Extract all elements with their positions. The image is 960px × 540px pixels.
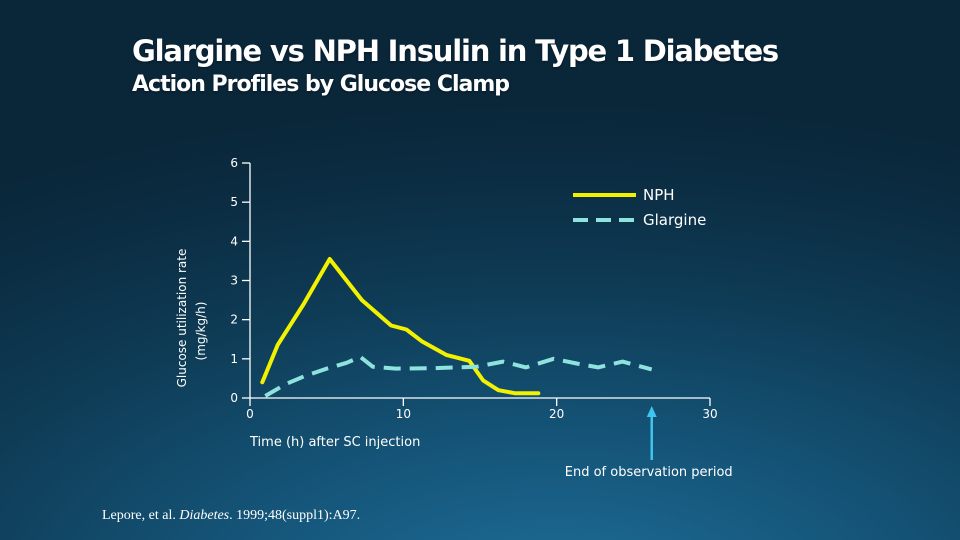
chart-annotations: End of observation period [565,406,733,480]
x-tick-label: 20 [549,407,564,421]
citation-journal: Diabetes [179,508,230,523]
y-tick-label: 2 [230,313,238,327]
y-tick-label: 0 [230,391,238,405]
legend-label-glargine: Glargine [643,211,706,229]
y-tick-label: 5 [230,195,238,209]
y-axis-title-line2: (mg/kg/h) [194,302,208,361]
y-tick-label: 6 [230,156,238,170]
observation-arrow-head [646,406,657,417]
y-axis-title-line1: Glucose utilization rate [175,249,189,388]
y-tick-label: 3 [230,274,238,288]
x-tick-label: 0 [246,407,254,421]
citation: Lepore, et al. Diabetes. 1999;48(suppl1)… [102,508,360,524]
x-tick-label: 10 [396,407,411,421]
slide-title: Glargine vs NPH Insulin in Type 1 Diabet… [132,34,779,68]
y-tick-label: 1 [230,352,238,366]
slide-subtitle: Action Profiles by Glucose Clamp [132,72,510,97]
series-line-nph [260,257,541,396]
chart-legend: NPH Glargine [573,186,706,229]
chart-axes: 0 1 2 3 4 5 6 0 10 20 30 Time (h) after SC injectio… [175,156,718,450]
observation-label: End of observation period [565,465,733,480]
y-tick-label: 4 [230,234,238,248]
chart-series [260,257,653,398]
citation-details: . 1999;48(suppl1):A97. [229,508,361,523]
x-axis-title: Time (h) after SC injection [249,435,420,450]
x-tick-label: 30 [702,407,717,421]
series-line-glargine [264,354,653,398]
legend-label-nph: NPH [643,186,675,204]
citation-authors: Lepore, et al. [102,508,180,523]
